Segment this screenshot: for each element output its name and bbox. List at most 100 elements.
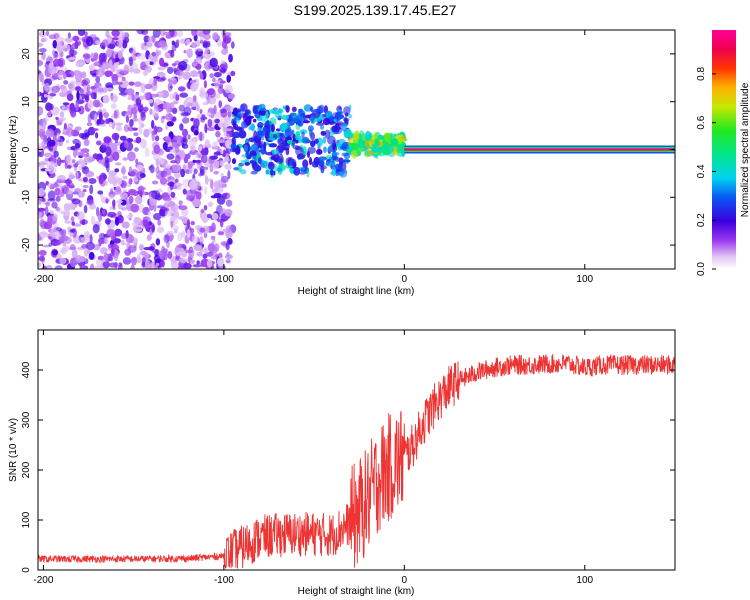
spectrogram-cell [139, 95, 145, 101]
spectrogram-cell [179, 257, 187, 264]
spectrogram-cell [179, 123, 184, 131]
spectrogram-cell [39, 231, 49, 238]
spectrogram-cell [175, 39, 180, 45]
spectrogram-cell [87, 157, 95, 163]
spectrogram-cell [391, 138, 399, 146]
spectrogram-cell [316, 149, 323, 155]
spectrogram-cell [162, 141, 168, 151]
spectrogram-cell [217, 139, 226, 143]
spectrogram-cell [38, 250, 47, 256]
spectrogram-cell [189, 169, 193, 174]
spectrogram-cell [226, 116, 233, 120]
spectrogram-cell [219, 63, 226, 69]
spectrogram-cell [160, 260, 165, 268]
spectrogram-cell [46, 128, 55, 138]
spectrogram-cell [126, 138, 134, 143]
spectrogram-cell [341, 152, 349, 157]
spectrogram-cell [342, 159, 351, 163]
spectrogram-cell [74, 143, 81, 149]
spectrogram-cell [183, 100, 188, 107]
spectrogram-cell [325, 161, 334, 167]
spectrogram-cell [209, 155, 218, 160]
snr-y-axis: 0 100 200 300 400 [21, 361, 675, 573]
spectrogram-cell [87, 99, 94, 110]
spectrogram-cell [191, 41, 196, 48]
spectrogram-cell [235, 117, 241, 124]
spectrogram-cell [199, 131, 203, 142]
spectrogram-cell [178, 200, 183, 206]
spectrogram-cell [200, 148, 208, 156]
spectrogram-cell [87, 249, 91, 254]
spectrogram-cell [83, 248, 89, 257]
spectrogram-cell [165, 113, 174, 121]
spectrogram-cell [166, 230, 174, 236]
spectrogram-cell [130, 107, 138, 115]
spectrogram-cell [112, 199, 116, 208]
spectrogram-cell [226, 251, 230, 257]
spectrogram-cell [172, 164, 181, 173]
spectrogram-cell [165, 200, 170, 205]
spectrogram-cell [295, 135, 302, 141]
spectrogram-cell [141, 257, 146, 267]
spectrogram-cell [217, 160, 226, 164]
spectrogram-cell [180, 168, 186, 178]
spectrogram-cell [228, 53, 233, 63]
colorbar-gradient [712, 30, 736, 269]
spectrogram-cell [172, 141, 177, 148]
spectrogram-cell [331, 152, 340, 156]
spectrogram-cell [170, 191, 176, 198]
spectrogram-cell [225, 199, 233, 207]
spectrogram-cell [38, 187, 45, 197]
spectrogram-cell [92, 224, 100, 234]
spectrogram-cell [53, 53, 59, 59]
spectrogram-cell [156, 226, 165, 233]
y-tick-label: 0 [21, 567, 32, 573]
spectrogram-cell [271, 149, 279, 155]
spectrogram-cell [190, 145, 196, 152]
spectrogram-cell [169, 77, 176, 81]
spectrogram-cell [149, 108, 153, 115]
spectrogram-cell [192, 159, 197, 163]
spectrogram-cell [206, 96, 211, 104]
spectrogram-cell [94, 113, 98, 123]
spectrogram-cell [71, 198, 81, 205]
spectrogram-cell [331, 125, 338, 133]
spectrogram-cell [131, 50, 137, 57]
spectrogram-cell [131, 222, 137, 226]
spectrogram-cell [77, 190, 85, 198]
spectrogram-cell [269, 169, 274, 176]
spectrogram-cell [105, 30, 110, 38]
spectrogram-cell [179, 92, 188, 98]
spectrogram-cell [213, 243, 220, 252]
spectrogram-cell [177, 265, 185, 269]
spectrogram-cell [95, 259, 103, 266]
spectrogram-cell [193, 168, 198, 175]
spectrogram-cell [336, 114, 345, 119]
spectrogram-cell [114, 122, 124, 126]
x-tick-label: -100 [214, 575, 234, 586]
spectrogram-cell [76, 90, 80, 101]
spectrogram-cell [38, 42, 44, 47]
spectrogram-cell [225, 259, 231, 264]
spectrogram-cell [105, 198, 109, 204]
spectrogram-cell [68, 174, 76, 180]
spectrogram-cell [222, 228, 232, 233]
spectrogram-cell [77, 30, 86, 36]
spectrogram-cell [119, 79, 129, 89]
colorbar-tick-label: 0.8 [696, 67, 707, 81]
spectrogram-cell [151, 131, 155, 142]
spectrogram-cell [136, 164, 144, 171]
spectrogram-cell [79, 265, 89, 269]
spectrogram-cell [151, 224, 155, 233]
spectrogram-cell [104, 237, 108, 245]
spectrogram-cell [107, 211, 116, 217]
spectrogram-cell [167, 66, 174, 74]
spectrogram-cell [211, 212, 219, 221]
spectrogram-cell [165, 136, 171, 141]
spectrogram-cell [224, 156, 230, 163]
spectrogram-cell [129, 119, 134, 127]
spectrogram-cell [116, 125, 122, 132]
spectrogram-cell [178, 86, 186, 92]
spectrogram-cell [83, 204, 88, 214]
y-tick-label: 0 [21, 146, 32, 152]
